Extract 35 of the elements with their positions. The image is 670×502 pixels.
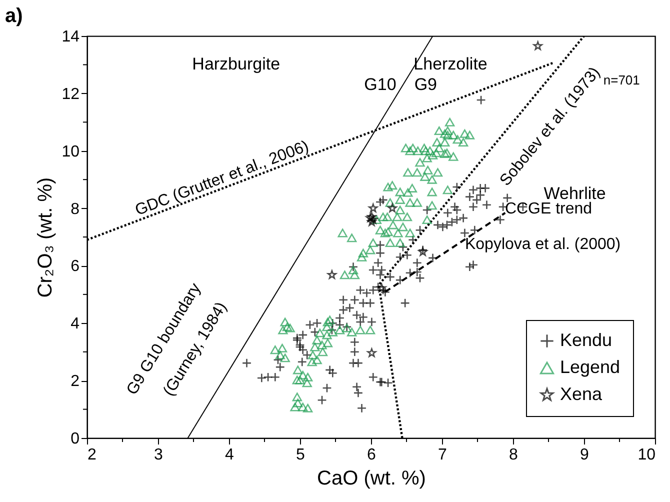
x-axis-title: CaO (wt. %) — [317, 468, 426, 490]
point — [367, 348, 376, 358]
x-tick-label: 6 — [367, 446, 376, 464]
legend-label: Kendu — [560, 330, 612, 350]
x-tick-label: 8 — [509, 446, 518, 464]
y-tick-label: 0 — [70, 430, 80, 448]
y-tick-label: 14 — [62, 28, 80, 46]
x-tick-label: 2 — [88, 446, 96, 464]
annotation: G10 — [364, 74, 396, 94]
y-tick-label: 4 — [70, 316, 80, 333]
point — [368, 214, 378, 224]
x-tick-label: 7 — [438, 446, 448, 464]
y-tick-label: 8 — [70, 200, 80, 218]
annotation: Kopylova et al. (2000) — [464, 236, 621, 254]
x-tick-label: 3 — [154, 446, 164, 464]
x-tick-label: 4 — [225, 446, 234, 464]
annotation: Harzburgite — [192, 54, 280, 74]
x-tick-label: 10 — [638, 446, 656, 464]
point — [367, 217, 376, 226]
annotation: Lherzolite — [414, 54, 488, 74]
text: a) — [5, 5, 23, 27]
y-tick-label: 6 — [70, 258, 80, 276]
point — [327, 270, 337, 279]
y-axis-title: Cr₂O₃ (wt. %) — [34, 177, 57, 298]
x-tick-label: 9 — [580, 446, 590, 464]
annotation: Wehrlite — [544, 184, 606, 203]
legend-label: Legend — [560, 357, 620, 377]
legend-label: Xena — [560, 384, 604, 404]
y-tick-label: 12 — [62, 86, 80, 103]
y-tick-label: 10 — [62, 143, 80, 160]
annotation: n=701 — [603, 72, 640, 88]
annotation: G9 — [414, 74, 438, 94]
x-tick-label: 5 — [296, 446, 306, 464]
annotation: CCGE trend — [504, 200, 592, 218]
y-tick-label: 2 — [70, 373, 80, 390]
